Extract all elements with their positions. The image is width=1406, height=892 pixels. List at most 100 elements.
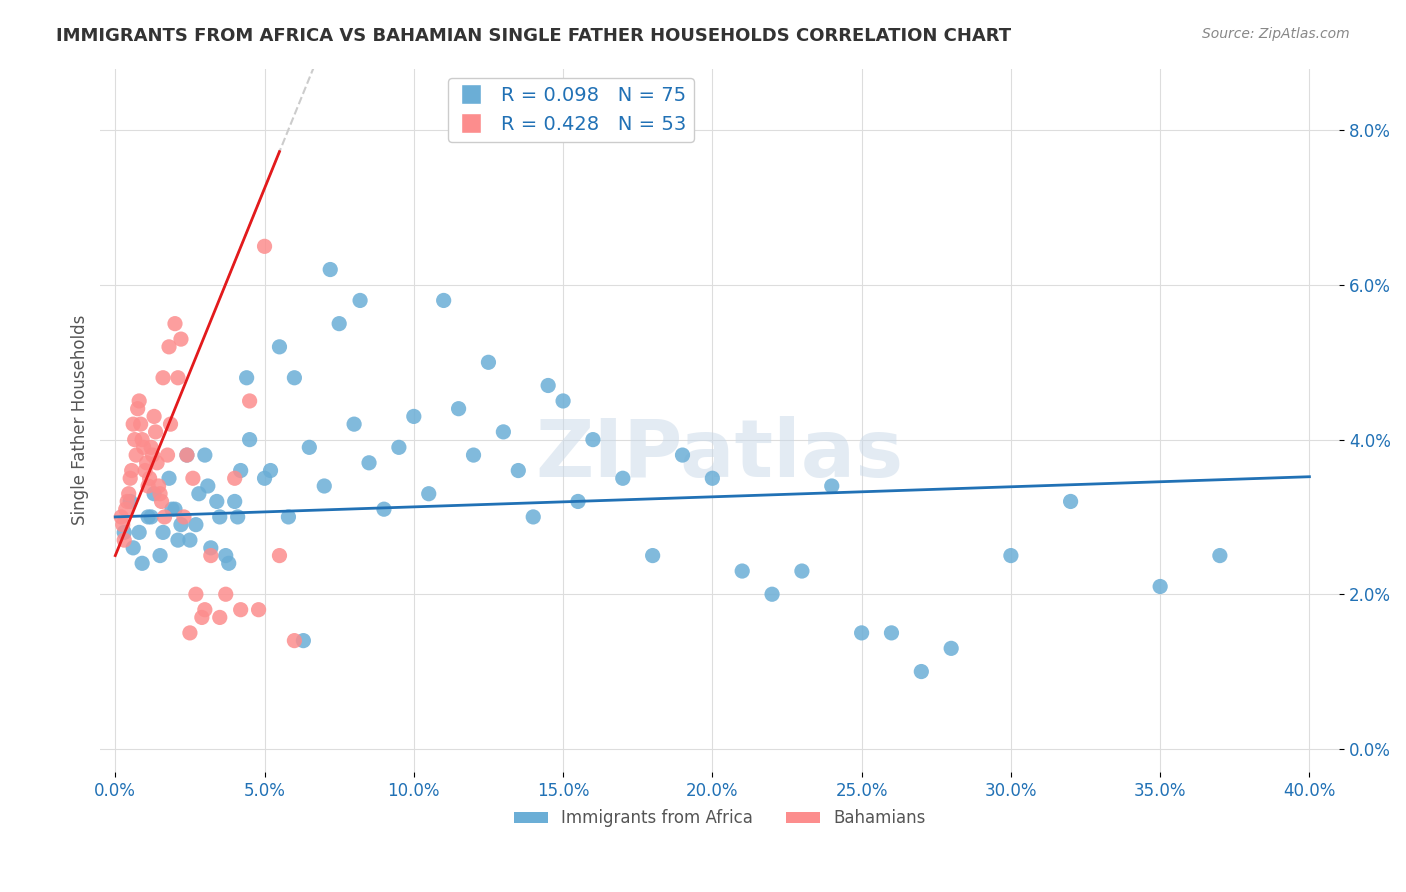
Point <box>143 409 166 424</box>
Point <box>208 510 231 524</box>
Text: ZIPatlas: ZIPatlas <box>536 417 904 494</box>
Point <box>120 471 142 485</box>
Point <box>761 587 783 601</box>
Point <box>152 371 174 385</box>
Point <box>880 626 903 640</box>
Point <box>253 239 276 253</box>
Point <box>181 471 204 485</box>
Point <box>149 549 172 563</box>
Point <box>229 603 252 617</box>
Point <box>167 533 190 548</box>
Point <box>194 448 217 462</box>
Point <box>463 448 485 462</box>
Point <box>176 448 198 462</box>
Point <box>492 425 515 439</box>
Point <box>508 464 530 478</box>
Point <box>224 494 246 508</box>
Point <box>134 464 156 478</box>
Point <box>319 262 342 277</box>
Point <box>129 417 152 432</box>
Point <box>118 487 141 501</box>
Point <box>215 587 238 601</box>
Point <box>139 510 162 524</box>
Point <box>551 394 574 409</box>
Point <box>136 510 159 524</box>
Point <box>292 633 315 648</box>
Point <box>343 417 366 432</box>
Point <box>149 487 172 501</box>
Point <box>200 541 222 555</box>
Point <box>157 471 180 485</box>
Point <box>314 479 336 493</box>
Point <box>160 502 183 516</box>
Point <box>205 494 228 508</box>
Point <box>283 371 305 385</box>
Point <box>135 456 157 470</box>
Point <box>112 533 135 548</box>
Point <box>226 510 249 524</box>
Point <box>215 549 238 563</box>
Point <box>131 557 153 571</box>
Point <box>910 665 932 679</box>
Point <box>567 494 589 508</box>
Point <box>179 533 201 548</box>
Point <box>145 425 167 439</box>
Point <box>269 340 291 354</box>
Point <box>477 355 499 369</box>
Point <box>157 340 180 354</box>
Point <box>851 626 873 640</box>
Point <box>187 487 209 501</box>
Point <box>1059 494 1081 508</box>
Point <box>277 510 299 524</box>
Point <box>200 549 222 563</box>
Point <box>148 479 170 493</box>
Point <box>125 448 148 462</box>
Point <box>138 471 160 485</box>
Point <box>170 517 193 532</box>
Point <box>418 487 440 501</box>
Point <box>702 471 724 485</box>
Point <box>402 409 425 424</box>
Point <box>235 371 257 385</box>
Point <box>537 378 560 392</box>
Point <box>447 401 470 416</box>
Point <box>146 456 169 470</box>
Point <box>388 441 411 455</box>
Point <box>239 394 262 409</box>
Point <box>159 417 181 432</box>
Point <box>122 417 145 432</box>
Point <box>112 525 135 540</box>
Point <box>128 394 150 409</box>
Point <box>269 549 291 563</box>
Point <box>115 494 138 508</box>
Point <box>522 510 544 524</box>
Point <box>641 549 664 563</box>
Point <box>114 502 136 516</box>
Point <box>941 641 963 656</box>
Point <box>208 610 231 624</box>
Point <box>191 610 214 624</box>
Point <box>298 441 321 455</box>
Point <box>328 317 350 331</box>
Point <box>139 441 162 455</box>
Point <box>128 525 150 540</box>
Point <box>582 433 605 447</box>
Point <box>197 479 219 493</box>
Point <box>194 603 217 617</box>
Point <box>357 456 380 470</box>
Point <box>124 433 146 447</box>
Point <box>153 510 176 524</box>
Point <box>1000 549 1022 563</box>
Point <box>671 448 693 462</box>
Point <box>247 603 270 617</box>
Point <box>127 401 149 416</box>
Point <box>218 557 240 571</box>
Legend: Immigrants from Africa, Bahamians: Immigrants from Africa, Bahamians <box>508 803 932 834</box>
Point <box>170 332 193 346</box>
Point <box>110 510 132 524</box>
Point <box>612 471 634 485</box>
Point <box>373 502 395 516</box>
Point <box>163 317 186 331</box>
Point <box>1149 580 1171 594</box>
Point <box>152 525 174 540</box>
